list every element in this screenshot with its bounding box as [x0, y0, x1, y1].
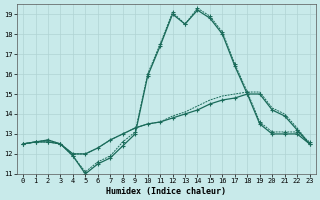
X-axis label: Humidex (Indice chaleur): Humidex (Indice chaleur) — [106, 187, 226, 196]
